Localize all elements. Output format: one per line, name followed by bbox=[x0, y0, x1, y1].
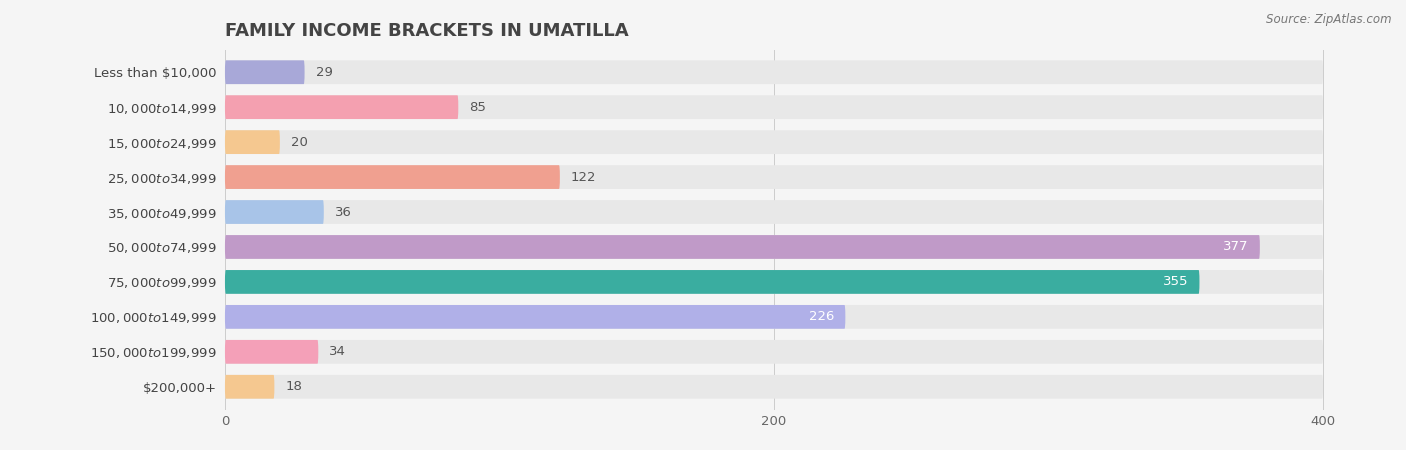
FancyBboxPatch shape bbox=[225, 60, 305, 84]
FancyBboxPatch shape bbox=[225, 340, 318, 364]
FancyBboxPatch shape bbox=[225, 270, 1323, 294]
Text: FAMILY INCOME BRACKETS IN UMATILLA: FAMILY INCOME BRACKETS IN UMATILLA bbox=[225, 22, 628, 40]
FancyBboxPatch shape bbox=[225, 270, 1199, 294]
Text: 355: 355 bbox=[1163, 275, 1188, 288]
FancyBboxPatch shape bbox=[225, 60, 1323, 84]
FancyBboxPatch shape bbox=[225, 165, 1323, 189]
Text: 377: 377 bbox=[1223, 240, 1249, 253]
FancyBboxPatch shape bbox=[225, 235, 1260, 259]
FancyBboxPatch shape bbox=[225, 130, 280, 154]
Text: Source: ZipAtlas.com: Source: ZipAtlas.com bbox=[1267, 14, 1392, 27]
Text: 226: 226 bbox=[808, 310, 834, 324]
FancyBboxPatch shape bbox=[225, 235, 1323, 259]
FancyBboxPatch shape bbox=[225, 200, 323, 224]
Text: 18: 18 bbox=[285, 380, 302, 393]
FancyBboxPatch shape bbox=[225, 375, 1323, 399]
FancyBboxPatch shape bbox=[225, 130, 1323, 154]
Text: 122: 122 bbox=[571, 171, 596, 184]
FancyBboxPatch shape bbox=[225, 305, 1323, 329]
FancyBboxPatch shape bbox=[225, 340, 1323, 364]
Text: 36: 36 bbox=[335, 206, 352, 219]
Text: 20: 20 bbox=[291, 135, 308, 148]
FancyBboxPatch shape bbox=[225, 305, 845, 329]
FancyBboxPatch shape bbox=[225, 375, 274, 399]
FancyBboxPatch shape bbox=[225, 165, 560, 189]
Text: 29: 29 bbox=[315, 66, 332, 79]
Text: 34: 34 bbox=[329, 345, 346, 358]
FancyBboxPatch shape bbox=[225, 95, 1323, 119]
FancyBboxPatch shape bbox=[225, 95, 458, 119]
Text: 85: 85 bbox=[470, 101, 486, 114]
FancyBboxPatch shape bbox=[225, 200, 1323, 224]
